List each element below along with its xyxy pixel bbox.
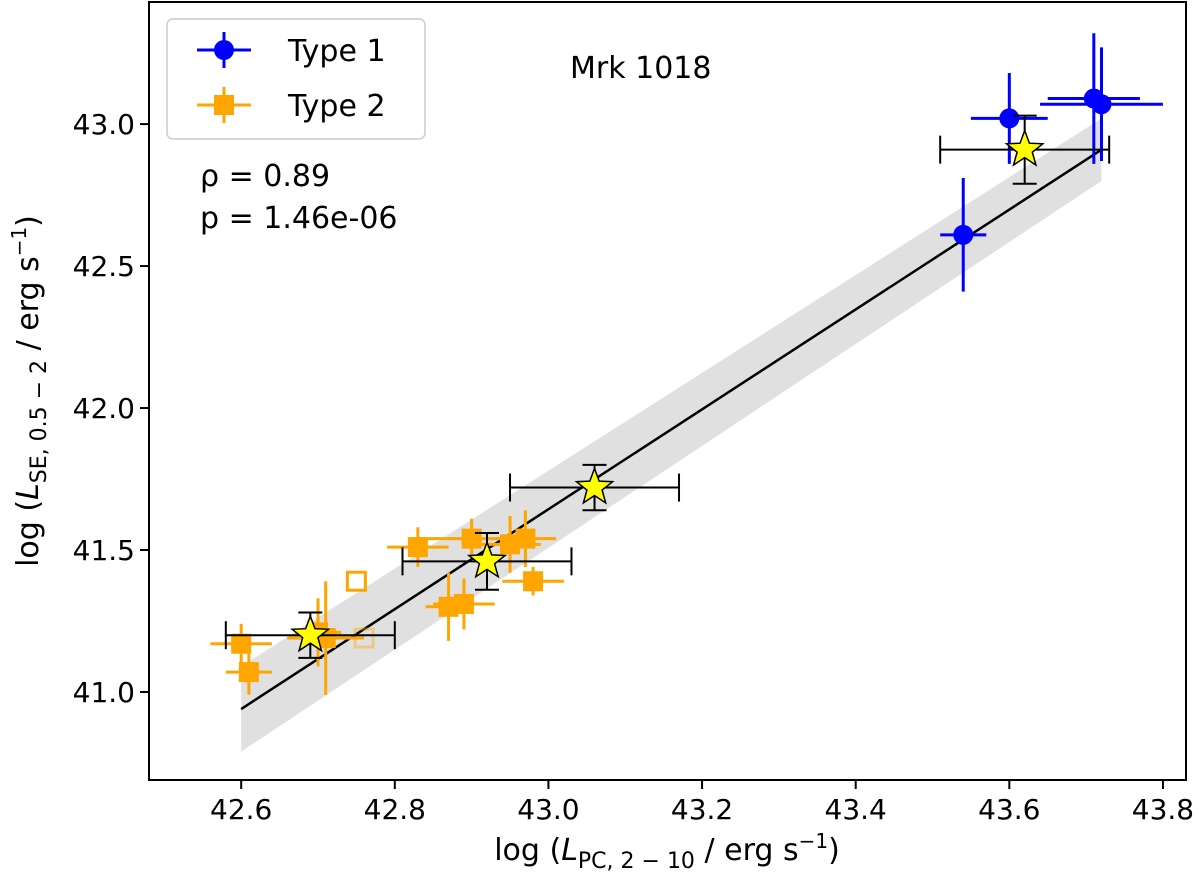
- data-point: [401, 531, 573, 591]
- data-point: [225, 649, 272, 695]
- data-point: [494, 510, 557, 568]
- x-tick-label: 43.2: [671, 793, 733, 826]
- x-tick-label: 43.6: [978, 793, 1040, 826]
- type2-point-marker: [231, 633, 252, 654]
- type2-open-marker: [345, 570, 367, 592]
- chart-title: Mrk 1018: [570, 51, 711, 86]
- data-point: [353, 627, 375, 649]
- legend-type1-marker: [197, 32, 251, 68]
- data-point: [940, 178, 987, 292]
- y-tick-label: 43.0: [73, 108, 135, 141]
- x-tick-label: 42.8: [364, 793, 426, 826]
- type2-point-marker: [461, 528, 482, 549]
- type2-point-marker: [438, 596, 459, 617]
- type1-point-marker: [953, 224, 974, 245]
- x-axis-label: log (LPC, 2 − 10 / erg s−1): [494, 829, 840, 874]
- type1-point-marker: [1091, 94, 1112, 115]
- confidence-band-layer: [241, 118, 1102, 752]
- legend-type1-label: Type 1: [287, 34, 386, 69]
- plot-frame: [148, 1, 1187, 781]
- data-points-layer: [210, 33, 1163, 695]
- data-point: [345, 570, 367, 592]
- confidence-band: [241, 118, 1102, 752]
- mrk1018-star-marker: [290, 614, 331, 653]
- legend-type2-label: Type 2: [287, 89, 386, 124]
- data-point: [509, 463, 681, 512]
- x-tick-label: 43.8: [1132, 793, 1194, 826]
- rho-annotation: ρ = 0.89: [200, 159, 330, 194]
- x-tick-label: 42.6: [210, 793, 272, 826]
- data-point: [224, 611, 396, 659]
- type2-point-marker: [523, 571, 544, 592]
- type2-point-marker: [407, 537, 428, 558]
- data-point: [939, 114, 1111, 185]
- mrk1018-star-marker: [1004, 128, 1045, 167]
- x-tick-label: 43.4: [825, 793, 887, 826]
- y-axis-ticks: 41.0 41.5 42.0 42.5 43.0: [73, 108, 149, 709]
- mrk1018-star-marker: [466, 540, 508, 579]
- x-tick-label: 43.0: [517, 793, 579, 826]
- type2-open-marker: [353, 627, 375, 649]
- type1-point-marker: [999, 108, 1020, 129]
- data-point: [1040, 47, 1163, 162]
- mrk1018-star-marker: [574, 466, 615, 505]
- data-point: [210, 623, 272, 664]
- y-axis-label: log (LSE, 0.5 − 2 / erg s−1): [7, 215, 52, 567]
- y-tick-label: 41.5: [73, 534, 135, 567]
- x-axis-ticks: 42.6 42.8 43.0 43.2 43.4 43.6 43.8: [210, 780, 1194, 826]
- type2-point-marker: [515, 528, 536, 549]
- y-tick-label: 42.0: [73, 392, 135, 425]
- data-point: [433, 578, 495, 630]
- y-tick-label: 41.0: [73, 676, 135, 709]
- legend: Type 1 Type 2: [166, 18, 426, 140]
- type2-point-marker: [453, 593, 474, 614]
- p-value-annotation: p = 1.46e-06: [200, 201, 398, 236]
- y-tick-label: 42.5: [73, 250, 135, 283]
- data-point: [502, 567, 564, 596]
- legend-type2-marker: [197, 87, 251, 123]
- type2-point-marker: [238, 662, 259, 683]
